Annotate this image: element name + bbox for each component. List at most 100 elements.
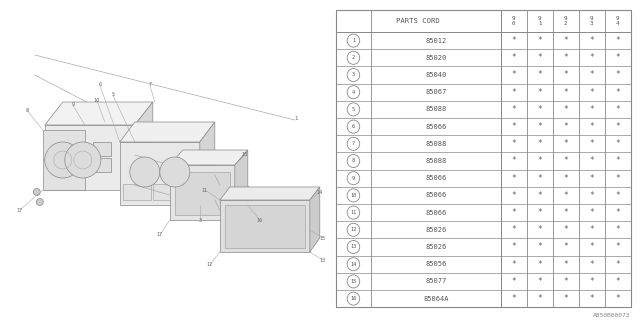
Text: 3: 3 — [198, 218, 202, 222]
Text: *: * — [511, 260, 516, 269]
Text: 85067: 85067 — [426, 89, 447, 95]
Text: 16: 16 — [257, 218, 263, 222]
Text: 85088: 85088 — [426, 158, 447, 164]
Text: *: * — [589, 105, 594, 114]
Polygon shape — [93, 158, 111, 172]
Text: *: * — [511, 277, 516, 286]
Text: 7: 7 — [352, 141, 355, 146]
Text: 9: 9 — [352, 176, 355, 181]
Polygon shape — [93, 142, 111, 156]
Text: 85088: 85088 — [426, 106, 447, 112]
Text: *: * — [563, 105, 568, 114]
Text: 9: 9 — [71, 102, 74, 108]
Circle shape — [65, 142, 101, 178]
Text: *: * — [538, 139, 542, 148]
Text: 1: 1 — [295, 116, 298, 121]
Text: *: * — [616, 105, 620, 114]
Text: *: * — [538, 208, 542, 217]
Text: *: * — [563, 191, 568, 200]
Text: *: * — [616, 156, 620, 165]
Text: *: * — [511, 243, 516, 252]
Text: *: * — [538, 88, 542, 97]
Text: *: * — [538, 174, 542, 183]
Circle shape — [45, 142, 81, 178]
Text: 9
3: 9 3 — [590, 16, 593, 26]
Text: *: * — [511, 88, 516, 97]
Text: *: * — [616, 208, 620, 217]
Text: *: * — [511, 53, 516, 62]
Text: *: * — [616, 243, 620, 252]
Text: 2: 2 — [352, 55, 355, 60]
Text: 11: 11 — [350, 210, 356, 215]
Text: 8: 8 — [352, 158, 355, 164]
Text: 18: 18 — [242, 153, 248, 157]
Text: 85040: 85040 — [426, 72, 447, 78]
Text: 85020: 85020 — [426, 55, 447, 61]
Text: *: * — [616, 36, 620, 45]
Text: 9
0: 9 0 — [512, 16, 516, 26]
Text: 4: 4 — [352, 90, 355, 95]
Text: 11: 11 — [202, 188, 208, 193]
Text: 6: 6 — [98, 83, 101, 87]
Text: *: * — [538, 191, 542, 200]
Text: *: * — [589, 70, 594, 79]
Text: 1: 1 — [352, 38, 355, 43]
Text: *: * — [589, 208, 594, 217]
Text: 85026: 85026 — [426, 227, 447, 233]
Text: 5: 5 — [352, 107, 355, 112]
Polygon shape — [225, 205, 305, 248]
Text: *: * — [563, 277, 568, 286]
Text: *: * — [589, 174, 594, 183]
Text: *: * — [538, 70, 542, 79]
Text: *: * — [538, 156, 542, 165]
Text: 85077: 85077 — [426, 278, 447, 284]
Text: 3: 3 — [352, 73, 355, 77]
Text: *: * — [563, 208, 568, 217]
Text: 12: 12 — [350, 227, 356, 232]
Polygon shape — [45, 102, 153, 125]
Text: *: * — [538, 225, 542, 234]
Text: *: * — [511, 208, 516, 217]
Text: 12: 12 — [207, 262, 213, 268]
Text: 14: 14 — [350, 262, 356, 267]
Text: 9
1: 9 1 — [538, 16, 541, 26]
Circle shape — [160, 157, 190, 187]
Polygon shape — [153, 184, 181, 200]
Polygon shape — [170, 150, 248, 165]
Text: 13: 13 — [319, 258, 326, 262]
Text: *: * — [511, 156, 516, 165]
Text: *: * — [616, 191, 620, 200]
Text: 85088: 85088 — [426, 141, 447, 147]
Polygon shape — [45, 125, 135, 190]
Polygon shape — [220, 187, 320, 200]
Text: *: * — [538, 260, 542, 269]
Text: *: * — [616, 294, 620, 303]
Text: *: * — [616, 122, 620, 131]
Text: 85066: 85066 — [426, 210, 447, 216]
Polygon shape — [170, 165, 235, 220]
Text: *: * — [589, 294, 594, 303]
Text: 17: 17 — [17, 207, 23, 212]
Text: 85064A: 85064A — [423, 296, 449, 301]
Text: *: * — [589, 225, 594, 234]
Text: *: * — [538, 294, 542, 303]
Text: *: * — [616, 225, 620, 234]
Text: 14: 14 — [317, 189, 323, 195]
Text: *: * — [538, 122, 542, 131]
Text: *: * — [511, 294, 516, 303]
Text: PARTS CORD: PARTS CORD — [396, 18, 440, 24]
Text: 17: 17 — [157, 233, 163, 237]
Text: *: * — [616, 260, 620, 269]
Text: 85066: 85066 — [426, 175, 447, 181]
Text: *: * — [563, 70, 568, 79]
Polygon shape — [235, 150, 248, 220]
Text: *: * — [511, 122, 516, 131]
Text: 6: 6 — [352, 124, 355, 129]
Text: 7: 7 — [148, 83, 152, 87]
Circle shape — [33, 188, 40, 196]
Text: *: * — [511, 191, 516, 200]
Text: 85026: 85026 — [426, 244, 447, 250]
Polygon shape — [200, 122, 215, 205]
Polygon shape — [310, 187, 320, 252]
Text: 10: 10 — [350, 193, 356, 198]
